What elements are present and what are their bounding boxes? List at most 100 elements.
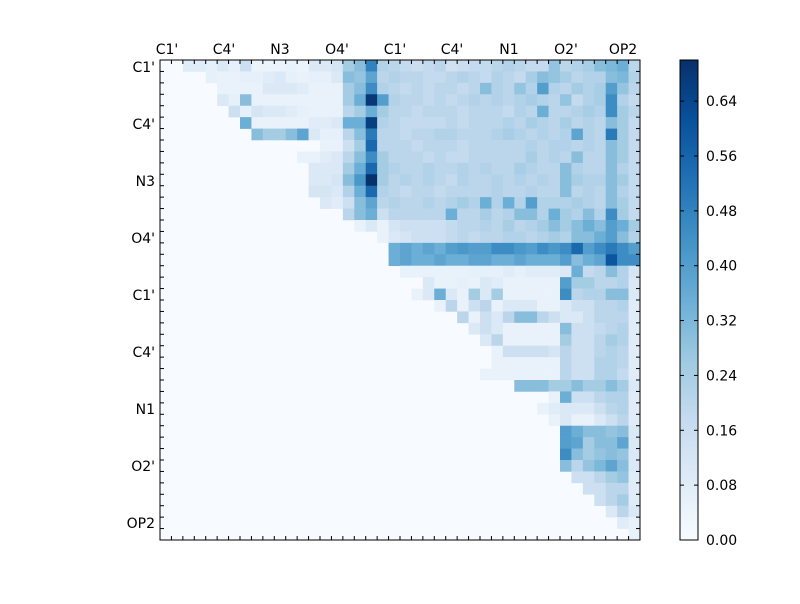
heatmap-cell <box>582 460 595 472</box>
heatmap-cell <box>445 185 458 198</box>
heatmap-cell <box>571 460 584 472</box>
heatmap-cell <box>400 242 412 255</box>
heatmap-cell <box>457 71 469 84</box>
heatmap-cell <box>582 288 595 301</box>
heatmap-cell <box>422 277 435 289</box>
heatmap-cell <box>628 505 641 518</box>
heatmap-cell <box>617 322 629 335</box>
heatmap-cell <box>582 242 595 255</box>
heatmap-cell <box>411 288 424 301</box>
heatmap-cell <box>400 151 412 164</box>
heatmap-cell <box>571 242 584 255</box>
heatmap-cell <box>605 482 618 495</box>
heatmap-cell <box>560 300 572 312</box>
heatmap-cell <box>560 288 572 301</box>
heatmap-cell <box>342 94 355 107</box>
colorbar-tick-label: 0.48 <box>706 204 737 220</box>
heatmap-cell <box>617 357 629 369</box>
heatmap-cell <box>594 448 607 461</box>
heatmap-cell <box>617 414 629 427</box>
heatmap-cell <box>388 60 401 72</box>
heatmap-cell <box>285 117 298 129</box>
heatmap-cell <box>468 300 481 312</box>
heatmap-cell <box>285 128 298 141</box>
heatmap-cell <box>411 220 424 232</box>
heatmap-cell <box>400 71 412 84</box>
y-tick-label: C4' <box>132 117 155 133</box>
heatmap-cell <box>240 82 252 95</box>
heatmap-cell <box>400 231 412 244</box>
heatmap-cell <box>320 140 332 152</box>
heatmap-cell <box>537 105 549 118</box>
heatmap-cell <box>514 128 527 141</box>
heatmap-cell <box>605 174 618 187</box>
heatmap-cell <box>377 60 389 72</box>
heatmap-cell <box>491 185 504 198</box>
heatmap-cell <box>480 311 492 324</box>
heatmap-cell <box>400 128 412 141</box>
heatmap-cell <box>491 277 504 289</box>
heatmap-cell <box>274 82 287 95</box>
heatmap-cell <box>537 231 549 244</box>
heatmap-cell <box>480 105 492 118</box>
heatmap-cell <box>388 208 401 221</box>
heatmap-cell <box>628 437 641 449</box>
heatmap-cell <box>628 391 641 404</box>
heatmap-cell <box>617 448 629 461</box>
heatmap-cell <box>537 140 549 152</box>
heatmap-cell <box>514 380 527 392</box>
heatmap-cell <box>548 254 561 267</box>
heatmap-cell <box>354 94 367 107</box>
heatmap-cell <box>445 220 458 232</box>
heatmap-cell <box>491 288 504 301</box>
colorbar-tick-label: 0.00 <box>706 533 737 549</box>
heatmap-cell <box>617 425 629 438</box>
heatmap-cell <box>560 254 572 267</box>
heatmap-cell <box>548 185 561 198</box>
heatmap-cell <box>502 311 515 324</box>
heatmap-cell <box>411 174 424 187</box>
heatmap-cell <box>308 105 321 118</box>
heatmap-cell <box>594 128 607 141</box>
y-tick-labels: C1' C4' N3 O4' C1' C4' N1 O2' OP2 <box>127 60 155 532</box>
heatmap-cell <box>502 174 515 187</box>
heatmap-cell <box>582 334 595 347</box>
heatmap-cell <box>411 105 424 118</box>
heatmap-cell <box>228 94 241 107</box>
heatmap-cell <box>228 60 241 72</box>
y-tick-label: N3 <box>136 174 155 190</box>
heatmap-cell <box>548 357 561 369</box>
heatmap-cell <box>594 368 607 381</box>
heatmap-cell <box>617 174 629 187</box>
heatmap-cell <box>537 402 549 415</box>
heatmap-cell <box>342 185 355 198</box>
heatmap-cell <box>628 242 641 255</box>
heatmap-cell <box>354 151 367 164</box>
heatmap-cell <box>582 300 595 312</box>
heatmap-cell <box>617 460 629 472</box>
heatmap-cell <box>365 151 378 164</box>
heatmap-cell <box>491 140 504 152</box>
heatmap-cell <box>400 117 412 129</box>
heatmap-cell <box>468 71 481 84</box>
heatmap-cell <box>525 71 538 84</box>
heatmap-cell <box>240 117 252 129</box>
heatmap-cell <box>628 174 641 187</box>
heatmap-cell <box>605 471 618 484</box>
heatmap-cell <box>582 174 595 187</box>
heatmap-cell <box>560 151 572 164</box>
heatmap-cell <box>571 437 584 449</box>
heatmap-cell <box>342 162 355 175</box>
y-tick-label: C4' <box>132 345 155 361</box>
heatmap-cell <box>377 82 389 95</box>
heatmap-cell <box>628 220 641 232</box>
heatmap-cell <box>605 425 618 438</box>
heatmap-cell <box>354 140 367 152</box>
heatmap-cell <box>628 288 641 301</box>
heatmap-cell <box>537 174 549 187</box>
heatmap-cell <box>480 60 492 72</box>
heatmap-cell <box>594 402 607 415</box>
heatmap-cell <box>502 128 515 141</box>
heatmap-cell <box>525 231 538 244</box>
heatmap-cell <box>445 265 458 278</box>
